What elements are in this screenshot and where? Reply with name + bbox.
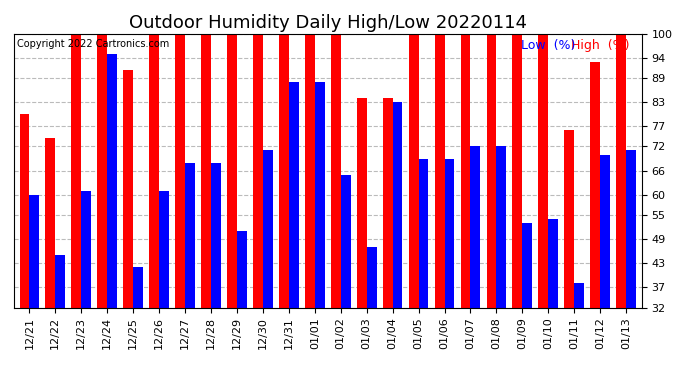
Text: Copyright 2022 Cartronics.com: Copyright 2022 Cartronics.com [17,39,169,49]
Bar [591,62,600,375]
Bar [549,219,558,375]
Bar [305,34,315,375]
Bar [522,223,532,375]
Bar [71,34,81,375]
Bar [149,34,159,375]
Bar [97,34,107,375]
Bar [486,34,496,375]
Bar [461,34,471,375]
Bar [107,54,117,375]
Bar [513,34,522,375]
Bar [616,34,626,375]
Bar [279,34,289,375]
Bar [46,138,55,375]
Bar [496,147,506,375]
Bar [341,175,351,375]
Bar [626,150,636,375]
Bar [366,247,377,375]
Text: High  (%): High (%) [571,39,629,52]
Bar [538,34,549,375]
Bar [81,191,91,375]
Bar [237,231,247,375]
Bar [435,34,444,375]
Bar [564,130,574,375]
Bar [30,195,39,375]
Bar [289,82,299,375]
Bar [263,150,273,375]
Bar [55,255,65,375]
Bar [471,147,480,375]
Bar [357,98,366,375]
Bar [574,284,584,375]
Bar [444,159,455,375]
Bar [211,163,221,375]
Bar [159,191,169,375]
Bar [227,34,237,375]
Bar [201,34,211,375]
Bar [19,114,30,375]
Bar [600,154,610,375]
Text: Low  (%): Low (%) [522,39,575,52]
Bar [419,159,428,375]
Title: Outdoor Humidity Daily High/Low 20220114: Outdoor Humidity Daily High/Low 20220114 [129,14,526,32]
Bar [175,34,185,375]
Bar [253,34,263,375]
Bar [331,34,341,375]
Bar [124,70,133,375]
Bar [185,163,195,375]
Bar [393,102,402,375]
Bar [315,82,324,375]
Bar [408,34,419,375]
Bar [133,267,143,375]
Bar [383,98,393,375]
